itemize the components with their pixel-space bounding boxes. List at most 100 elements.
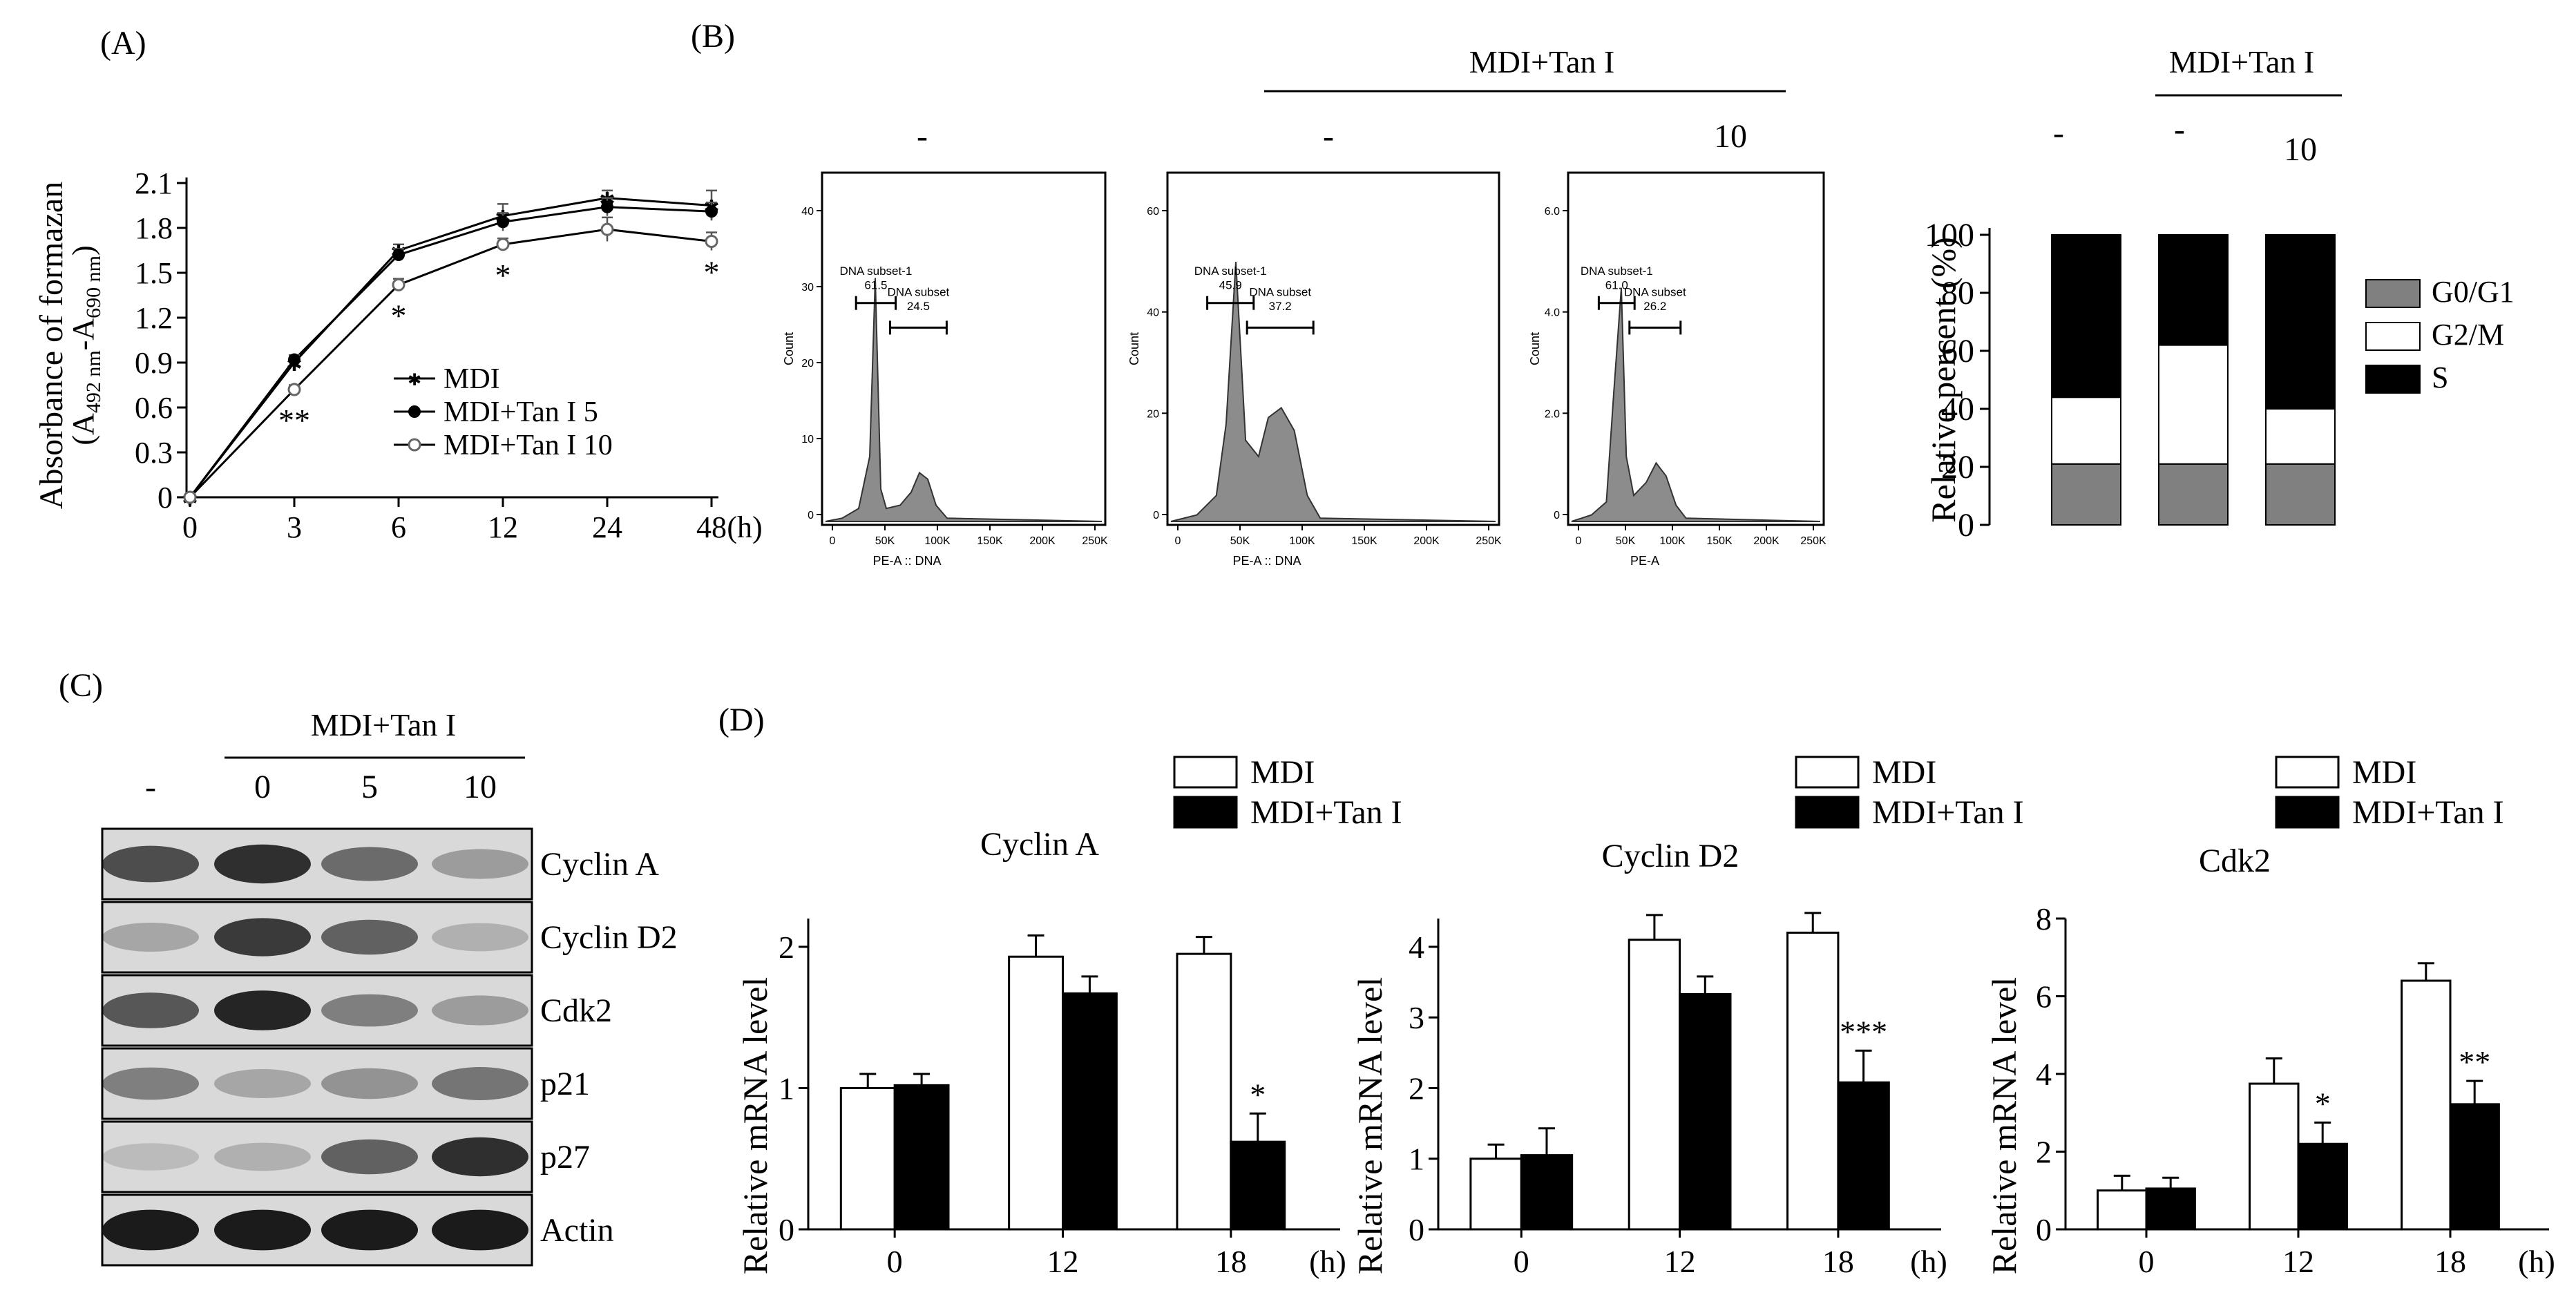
data-point (287, 383, 301, 396)
data-point (601, 200, 613, 213)
data-point (392, 249, 405, 261)
hist-y-tick-label: 60 (1147, 206, 1159, 218)
legend-label: G0/G1 (2432, 275, 2515, 309)
x-tick-label: 12 (488, 510, 518, 544)
bar-mdi-tan-i (1062, 992, 1118, 1231)
bar-mdi-tan-i (1679, 992, 1732, 1231)
hist-x-axis-label: PE-A :: DNA (1232, 554, 1301, 568)
hist-y-axis-label: Count (782, 332, 796, 365)
data-point (705, 235, 718, 248)
bar-mdi (1008, 955, 1064, 1231)
x-tick-label: 48 (696, 510, 727, 544)
gate-2-label: DNA subset (1624, 286, 1686, 299)
hist-x-axis-label: PE-A (1630, 554, 1659, 568)
y-axis-label: Relative percent (%) (1924, 237, 1963, 523)
y-tick-label: 2.1 (135, 166, 173, 200)
legend-label: MDI+Tan I (1250, 794, 1402, 831)
x-unit-label: (h) (2518, 1244, 2555, 1279)
y-tick-label: 40 (1941, 391, 1974, 428)
gate-2-value: 37.2 (1269, 300, 1292, 313)
gate-2-value: 26.2 (1643, 300, 1666, 313)
hist-x-tick-label: 200K (1413, 535, 1440, 547)
lane-label: - (145, 769, 156, 805)
x-tick-label: 18 (2434, 1244, 2466, 1279)
hist-x-tick-label: 250K (1082, 535, 1108, 547)
significance-mark: ** (2459, 1044, 2490, 1079)
bar-mdi (1176, 952, 1232, 1231)
series-line-1 (189, 206, 712, 498)
gate-1-label: DNA subset-1 (839, 265, 912, 278)
hist-y-tick-label: 4.0 (1545, 307, 1560, 319)
static-layer: (A) (B) (C) (D) (59, 18, 765, 738)
stacked-bar-segment (2051, 463, 2121, 526)
hist-y-tick-label: 10 (801, 434, 814, 445)
y-tick-label: 0 (1958, 507, 1974, 544)
hist-x-tick-label: 50K (1616, 535, 1636, 547)
hist-x-tick-label: 150K (977, 535, 1003, 547)
blot-band (321, 1068, 418, 1099)
legend-label: G2/M (2432, 318, 2504, 352)
hist-x-tick-label: 0 (830, 535, 836, 547)
y-axis-label: Relative mRNA level (1351, 977, 1389, 1274)
bar-mdi-tan-i (1520, 1154, 1574, 1231)
bar-mdi-tan-i (2449, 1103, 2500, 1231)
panel-a-chart: 0 0.3 0.6 0.9 1.2 1.5 1.8 2.1 0 3 6 12 24 48 (h) Absorb… (33, 166, 763, 544)
gate-1-label: DNA subset-1 (1194, 265, 1267, 278)
hist-x-tick-label: 200K (1753, 535, 1780, 547)
x-tick-label: 6 (391, 510, 406, 544)
blot-band (321, 847, 418, 881)
blot-band (214, 1142, 311, 1171)
legend-marker (408, 405, 421, 418)
stacked-bar-segment (2051, 396, 2121, 465)
bar-mdi-tan-i (2145, 1187, 2196, 1231)
y-tick-label: 0 (158, 481, 173, 515)
hist-y-tick-label: 2.0 (1545, 408, 1560, 420)
y-tick-label: 1 (779, 1070, 794, 1106)
blot-band (214, 918, 311, 957)
hist-x-tick-label: 50K (1230, 535, 1250, 547)
y-axis-sublabel: (A492 nm-A690 nm) (66, 245, 105, 445)
data-point (183, 490, 197, 504)
blot-band (432, 995, 528, 1026)
significance-mark: * (495, 258, 511, 293)
stacked-bar-segment (2265, 408, 2336, 465)
y-tick-label: 8 (2036, 901, 2052, 937)
histogram-frame (1567, 171, 1825, 526)
gate-2-label: DNA subset (888, 286, 950, 299)
blot-band (321, 1139, 418, 1175)
panel-b-histograms: MDI+Tan I - - 10 0 10 20 30 40 Count 0 50K 100K 150K 2… (782, 44, 1826, 568)
histogram-area (1571, 287, 1821, 522)
x-tick-label: 3 (287, 510, 302, 544)
y-tick-label: 3 (1409, 1000, 1424, 1035)
gate-1-label: DNA subset-1 (1581, 265, 1653, 278)
chart-title: Cdk2 (2199, 843, 2271, 879)
bar-mdi (2249, 1082, 2300, 1231)
blot-band (432, 1137, 528, 1177)
lane-label: 0 (254, 769, 271, 805)
panel-c-blot: MDI+Tan I - 0 5 10 Cyclin A Cyclin D2 Cdk2 p21 p2… (101, 707, 678, 1267)
histogram-area (1170, 261, 1496, 522)
hist-x-tick-label: 100K (924, 535, 951, 547)
panel-label-b: (B) (691, 18, 735, 55)
blot-band (321, 1209, 418, 1251)
blot-band (214, 990, 311, 1030)
blot-band (432, 849, 528, 879)
blot-band (214, 1209, 311, 1251)
hist-x-tick-label: 250K (1800, 535, 1826, 547)
y-tick-label: 4 (2036, 1057, 2052, 1092)
y-tick-label: 1.5 (135, 256, 173, 290)
legend-marker (408, 438, 421, 452)
x-tick-label: 12 (2282, 1244, 2314, 1279)
blot-band (432, 1209, 528, 1251)
legend-swatch (1173, 756, 1238, 789)
y-tick-label: 0 (2036, 1212, 2052, 1247)
group-label-mdi-tan: MDI+Tan I (311, 707, 457, 742)
hist-y-axis-label: Count (1127, 332, 1141, 365)
series-line-2 (189, 228, 712, 499)
x-unit-label: (h) (727, 510, 762, 544)
bar-mdi-tan-i (1837, 1081, 1890, 1231)
significance-mark: * (391, 298, 407, 333)
hist-y-tick-label: 40 (801, 206, 814, 218)
gate-1-value: 61.5 (864, 278, 887, 291)
